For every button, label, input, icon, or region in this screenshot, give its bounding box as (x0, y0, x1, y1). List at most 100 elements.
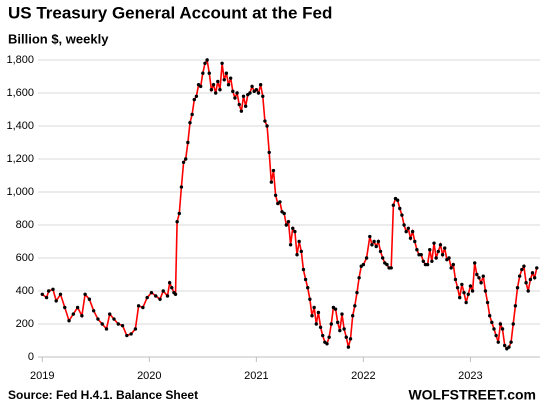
point (188, 121, 192, 125)
point (312, 305, 316, 310)
point (173, 292, 178, 296)
point (374, 244, 378, 249)
point (165, 294, 170, 298)
y-tick-label: 0 (28, 351, 34, 363)
point (297, 239, 301, 244)
x-tick-label: 2023 (458, 370, 482, 382)
point (329, 322, 333, 326)
point (273, 193, 278, 197)
point (378, 249, 383, 254)
point (389, 266, 393, 270)
y-tick-label: 400 (16, 285, 34, 297)
point (186, 140, 190, 145)
point (318, 325, 323, 329)
point (40, 292, 44, 296)
point (419, 253, 423, 257)
point (430, 259, 434, 263)
point (250, 84, 254, 89)
point (440, 253, 445, 257)
point (316, 310, 321, 315)
point (80, 314, 84, 318)
point (100, 322, 104, 326)
point (269, 180, 274, 184)
point (91, 309, 96, 313)
point (161, 289, 165, 293)
point (485, 300, 490, 305)
point (353, 304, 357, 308)
point (295, 253, 299, 257)
point (125, 333, 129, 338)
point (141, 305, 145, 310)
point (248, 91, 252, 95)
point (158, 297, 162, 301)
point (470, 289, 475, 293)
x-tick-label: 2020 (137, 370, 161, 382)
point (47, 289, 51, 293)
point (524, 281, 528, 285)
point (284, 223, 289, 227)
point (112, 317, 116, 321)
point (213, 91, 218, 95)
point (475, 272, 479, 277)
point (218, 88, 222, 92)
point (71, 312, 76, 316)
point (517, 274, 522, 278)
point (395, 198, 400, 202)
point (526, 289, 530, 293)
point (261, 94, 265, 99)
y-tick-label: 1,600 (6, 87, 34, 99)
point (391, 203, 396, 207)
credit: WOLFSTREET.com (408, 387, 536, 403)
chart-title: US Treasury General Account at the Fed (8, 3, 332, 22)
point (415, 248, 419, 252)
point (306, 286, 310, 290)
point (179, 185, 184, 189)
point (428, 248, 432, 252)
y-tick-label: 600 (16, 252, 34, 264)
point (498, 322, 503, 326)
x-tick-label: 2021 (244, 370, 268, 382)
point (293, 229, 297, 234)
point (464, 300, 468, 305)
point (184, 157, 188, 161)
y-tick-label: 200 (16, 318, 34, 330)
point (205, 58, 209, 62)
point (170, 286, 174, 290)
point (481, 274, 485, 278)
point (520, 267, 524, 272)
point (462, 290, 466, 295)
y-tick-label: 1,400 (6, 120, 34, 132)
point (216, 79, 220, 84)
line (41, 57, 538, 350)
point (303, 277, 308, 282)
point (291, 226, 295, 230)
point (340, 312, 344, 316)
point (167, 281, 172, 285)
point (83, 292, 87, 296)
point (222, 78, 226, 82)
point (258, 83, 263, 87)
point (149, 290, 154, 295)
point (278, 200, 282, 204)
point (400, 213, 404, 217)
point (104, 327, 109, 331)
point (265, 124, 269, 128)
point (490, 320, 494, 325)
point (271, 168, 276, 173)
point (177, 211, 181, 216)
point (263, 119, 267, 123)
point (327, 335, 331, 339)
chart-subtitle: Billion $, weekly (8, 31, 109, 46)
point (406, 226, 411, 230)
point (410, 229, 415, 234)
point (466, 292, 470, 296)
point (54, 299, 58, 303)
point (502, 343, 507, 348)
point (404, 229, 408, 234)
y-tick-label: 1,200 (6, 153, 34, 165)
point (96, 317, 100, 321)
point (507, 345, 511, 349)
y-tick-label: 800 (16, 219, 34, 231)
point (413, 239, 417, 244)
